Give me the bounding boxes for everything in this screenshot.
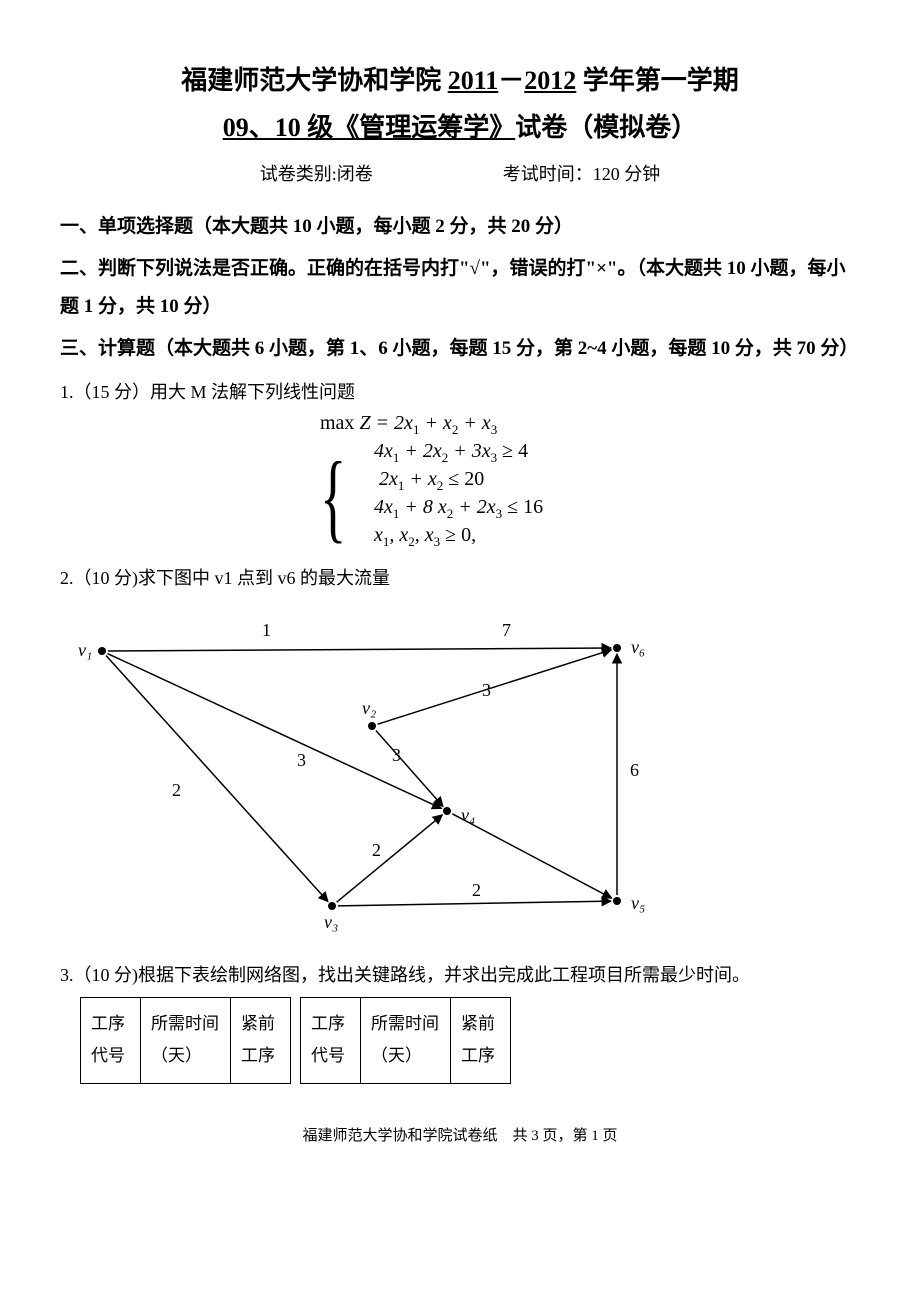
page-title-2: 09、10 级《管理运筹学》试卷（模拟卷）: [60, 107, 860, 144]
constraints: { 4x1 + 2x2 + 3x3 ≥ 4 2x1 + x2 ≤ 20 4x1 …: [320, 440, 860, 552]
section-1: 一、单项选择题（本大题共 10 小题，每小题 2 分，共 20 分）: [60, 208, 860, 246]
constraint-3: 4x1 + 8 x2 + 2x3 ≤ 16: [374, 496, 543, 522]
t1-u2: 2012: [524, 66, 576, 95]
svg-text:1: 1: [262, 620, 271, 640]
meta-row: 试卷类别:闭卷 考试时间：120 分钟: [60, 160, 860, 186]
svg-text:v₅: v₅: [631, 893, 645, 913]
question-1: 1.（15 分）用大 M 法解下列线性问题: [60, 378, 860, 404]
page-title-1: 福建师范大学协和学院 2011－2012 学年第一学期: [60, 60, 860, 97]
svg-text:3: 3: [482, 680, 491, 700]
t2-rest: 试卷（模拟卷）: [515, 113, 697, 142]
th-time-left: 所需时间（天）: [141, 998, 231, 1084]
svg-text:v₁: v₁: [78, 640, 92, 660]
th-pred-right: 紧前工序: [451, 998, 511, 1084]
t1-u1: 2011: [448, 66, 499, 95]
t2-u: 09、10 级《管理运筹学》: [223, 113, 516, 142]
constraint-2: 2x1 + x2 ≤ 20: [374, 468, 543, 494]
table-gap: [291, 998, 301, 1084]
footer-b: 共 3 页，第 1 页: [513, 1128, 618, 1144]
constraint-body: 4x1 + 2x2 + 3x3 ≥ 4 2x1 + x2 ≤ 20 4x1 + …: [374, 440, 543, 552]
objective-row: max Z = 2x1 + x2 + x3: [320, 412, 860, 438]
section-2: 二、判断下列说法是否正确。正确的在括号内打"√"，错误的打"×"。（本大题共 1…: [60, 250, 860, 326]
question-2: 2.（10 分)求下图中 v1 点到 v6 的最大流量: [60, 564, 860, 590]
svg-text:2: 2: [372, 840, 381, 860]
constraint-4: x1, x2, x3 ≥ 0,: [374, 524, 543, 550]
page-footer: 福建师范大学协和学院试卷纸 共 3 页，第 1 页: [60, 1124, 860, 1145]
svg-text:v₄: v₄: [461, 805, 475, 825]
svg-text:2: 2: [172, 780, 181, 800]
t1-c: 学年第一学期: [576, 66, 739, 95]
footer-a: 福建师范大学协和学院试卷纸: [302, 1128, 497, 1144]
svg-text:7: 7: [502, 620, 511, 640]
svg-text:v₆: v₆: [631, 637, 645, 657]
graph-svg: 1 7 2 3 3 3 2 2 6 v₁ v₂ v₃ v₄ v₅ v₆: [72, 606, 672, 936]
svg-text:6: 6: [630, 760, 639, 780]
exam-type: 试卷类别:闭卷: [260, 160, 373, 186]
th-time-right: 所需时间（天）: [361, 998, 451, 1084]
math-block: max Z = 2x1 + x2 + x3 { 4x1 + 2x2 + 3x3 …: [320, 412, 860, 552]
task-table: 工序代号 所需时间（天） 紧前工序 工序代号 所需时间（天） 紧前工序: [80, 997, 511, 1084]
section-3: 三、计算题（本大题共 6 小题，第 1、6 小题，每题 15 分，第 2~4 小…: [60, 330, 860, 368]
network-graph: 1 7 2 3 3 3 2 2 6 v₁ v₂ v₃ v₄ v₅ v₆: [72, 606, 860, 941]
table-row: 工序代号 所需时间（天） 紧前工序 工序代号 所需时间（天） 紧前工序: [81, 998, 511, 1084]
svg-text:3: 3: [297, 750, 306, 770]
th-pred-left: 紧前工序: [231, 998, 291, 1084]
t1-b: －: [498, 66, 524, 95]
exam-time: 考试时间：120 分钟: [503, 160, 661, 186]
constraint-1: 4x1 + 2x2 + 3x3 ≥ 4: [374, 440, 543, 466]
svg-text:3: 3: [392, 745, 401, 765]
th-code-left: 工序代号: [81, 998, 141, 1084]
th-code-right: 工序代号: [301, 998, 361, 1084]
svg-text:v₃: v₃: [324, 912, 338, 932]
t1-a: 福建师范大学协和学院: [181, 66, 448, 95]
svg-text:2: 2: [472, 880, 481, 900]
svg-text:v₂: v₂: [362, 698, 376, 718]
question-3: 3.（10 分)根据下表绘制网络图，找出关键路线，并求出完成此工程项目所需最少时…: [60, 961, 860, 987]
left-brace: {: [320, 440, 346, 552]
